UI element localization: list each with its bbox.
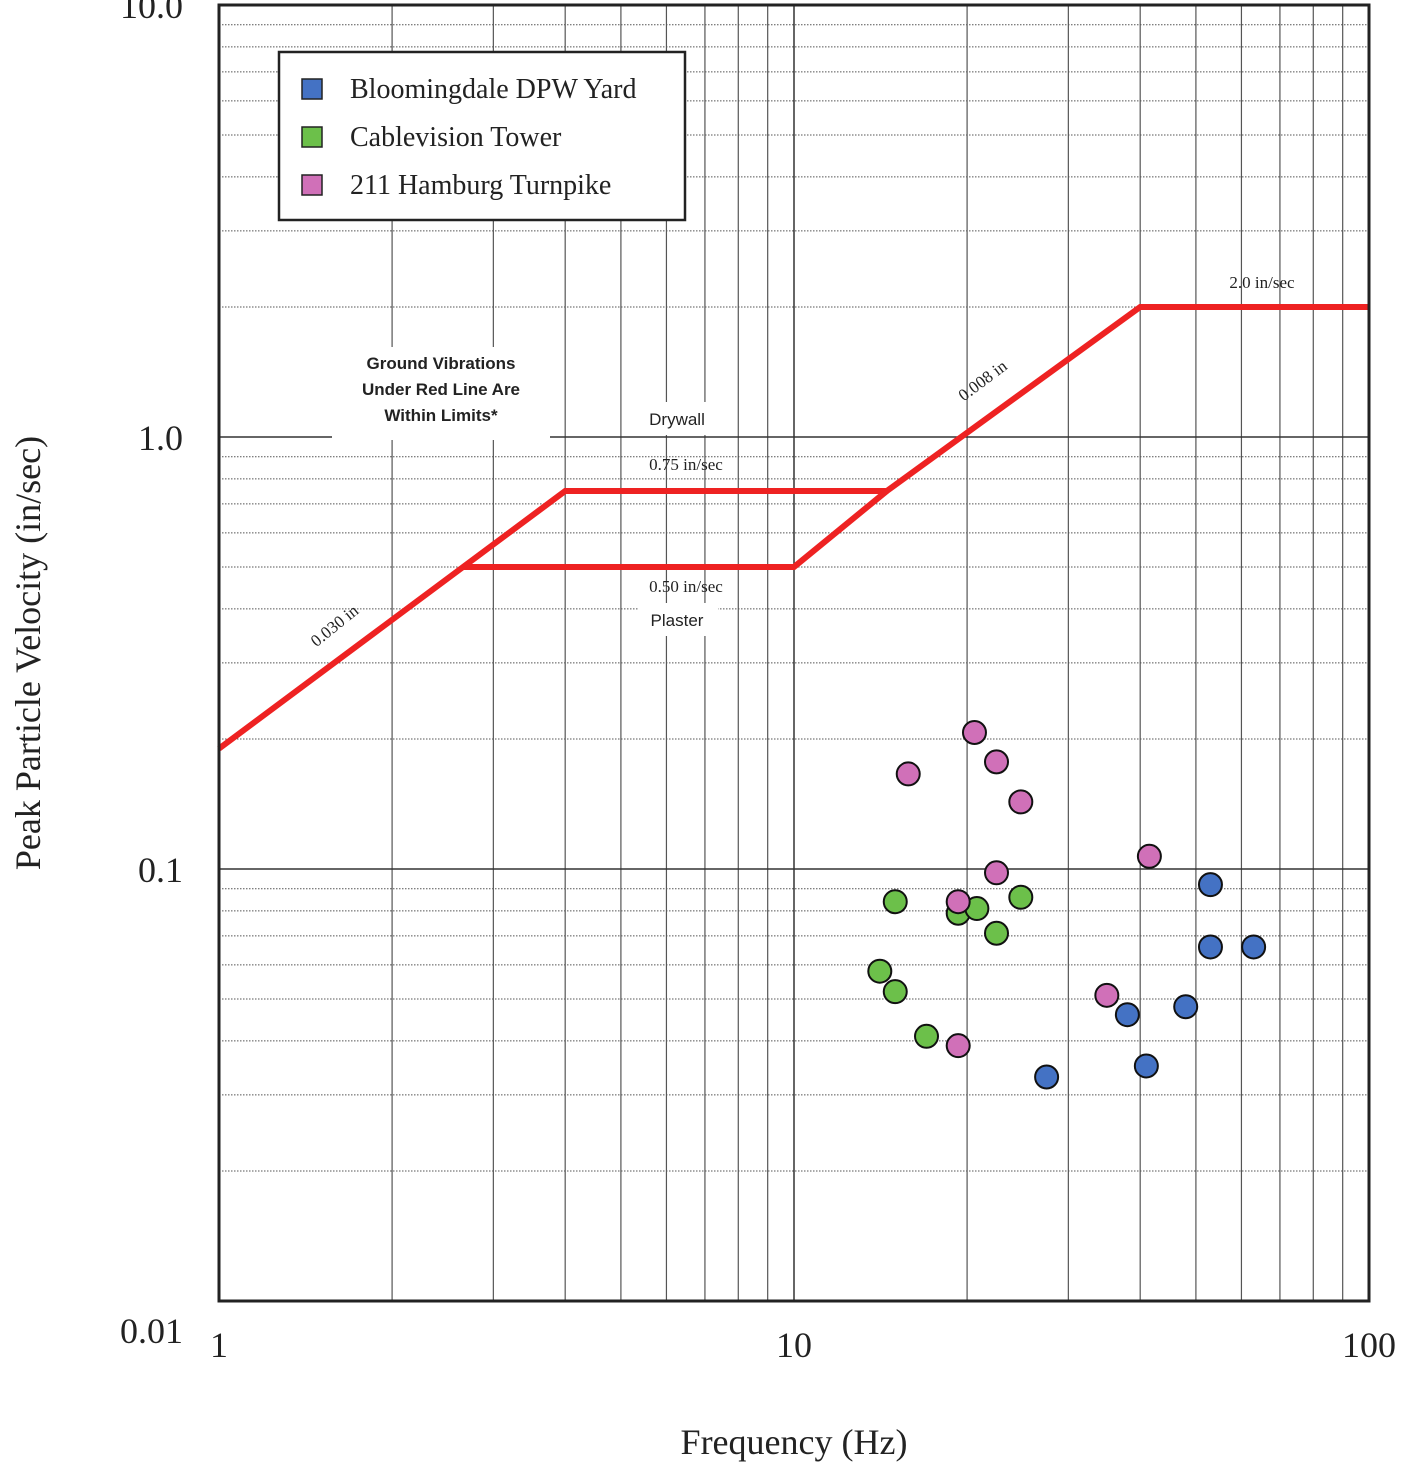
point-211-hamburg-turnpike — [984, 860, 1010, 886]
point-bloomingdale-dpw-yard — [1114, 1002, 1140, 1028]
legend-swatch-cablevision — [301, 126, 323, 148]
plaster-label: Plaster — [651, 611, 704, 630]
point-bloomingdale-dpw-yard — [1173, 994, 1199, 1020]
point-211-hamburg-turnpike — [984, 749, 1010, 775]
point-211-hamburg-turnpike — [1136, 843, 1162, 869]
drywall-label-bg — [638, 402, 718, 435]
region-note-line-2: Under Red Line Are — [362, 380, 520, 399]
x-tick-label: 10 — [776, 1325, 812, 1365]
y-tick-label: 10.0 — [120, 0, 183, 26]
scatter-points — [867, 720, 1267, 1090]
legend-label-bloomingdale: Bloomingdale DPW Yard — [350, 74, 637, 105]
drywall-level-label: 0.75 in/sec — [649, 455, 723, 474]
point-bloomingdale-dpw-yard — [1034, 1064, 1060, 1090]
plaster-label-bg — [638, 603, 718, 636]
point-cablevision-tower — [1008, 884, 1034, 910]
point-cablevision-tower — [867, 958, 893, 984]
point-cablevision-tower — [882, 979, 908, 1005]
point-bloomingdale-dpw-yard — [1241, 934, 1267, 960]
point-211-hamburg-turnpike — [945, 1033, 971, 1059]
x-tick-label: 100 — [1342, 1325, 1396, 1365]
tick-labels: 1 10 100 0.01 0.1 1.0 10.0 — [120, 0, 1396, 1365]
point-bloomingdale-dpw-yard — [1197, 934, 1223, 960]
legend-label-cablevision: Cablevision Tower — [350, 122, 562, 153]
y-tick-label: 1.0 — [138, 418, 183, 458]
legend-box — [277, 50, 687, 222]
point-cablevision-tower — [882, 889, 908, 915]
point-211-hamburg-turnpike — [945, 889, 971, 915]
legend-swatch-hamburg — [301, 174, 323, 196]
region-note-bg — [332, 347, 550, 440]
x-axis-title: Frequency (Hz) — [681, 1422, 908, 1462]
point-cablevision-tower — [984, 920, 1010, 946]
point-211-hamburg-turnpike — [1094, 982, 1120, 1008]
point-211-hamburg-turnpike — [1008, 789, 1034, 815]
region-note-line-3: Within Limits* — [384, 406, 498, 425]
point-211-hamburg-turnpike — [895, 761, 921, 787]
plaster-level-label: 0.50 in/sec — [649, 577, 723, 596]
limit-lines — [217, 304, 1369, 752]
plot-frame — [217, 3, 1371, 1303]
limit-line-plaster — [462, 488, 889, 570]
legend: Bloomingdale DPW Yard Cablevision Tower … — [277, 50, 687, 222]
y-tick-label: 0.01 — [120, 1311, 183, 1351]
point-bloomingdale-dpw-yard — [1197, 872, 1223, 898]
y-axis-title: Peak Particle Velocity (in/sec) — [8, 436, 48, 870]
region-note-line-1: Ground Vibrations — [367, 354, 516, 373]
legend-label-hamburg: 211 Hamburg Turnpike — [350, 170, 611, 201]
point-bloomingdale-dpw-yard — [1133, 1053, 1159, 1079]
point-211-hamburg-turnpike — [961, 720, 987, 746]
y-tick-label: 0.1 — [138, 850, 183, 890]
drywall-label: Drywall — [649, 410, 705, 429]
point-cablevision-tower — [914, 1023, 940, 1049]
legend-swatch-bloomingdale — [301, 78, 323, 100]
x-tick-label: 1 — [210, 1325, 228, 1365]
max-level-label: 2.0 in/sec — [1229, 273, 1295, 292]
